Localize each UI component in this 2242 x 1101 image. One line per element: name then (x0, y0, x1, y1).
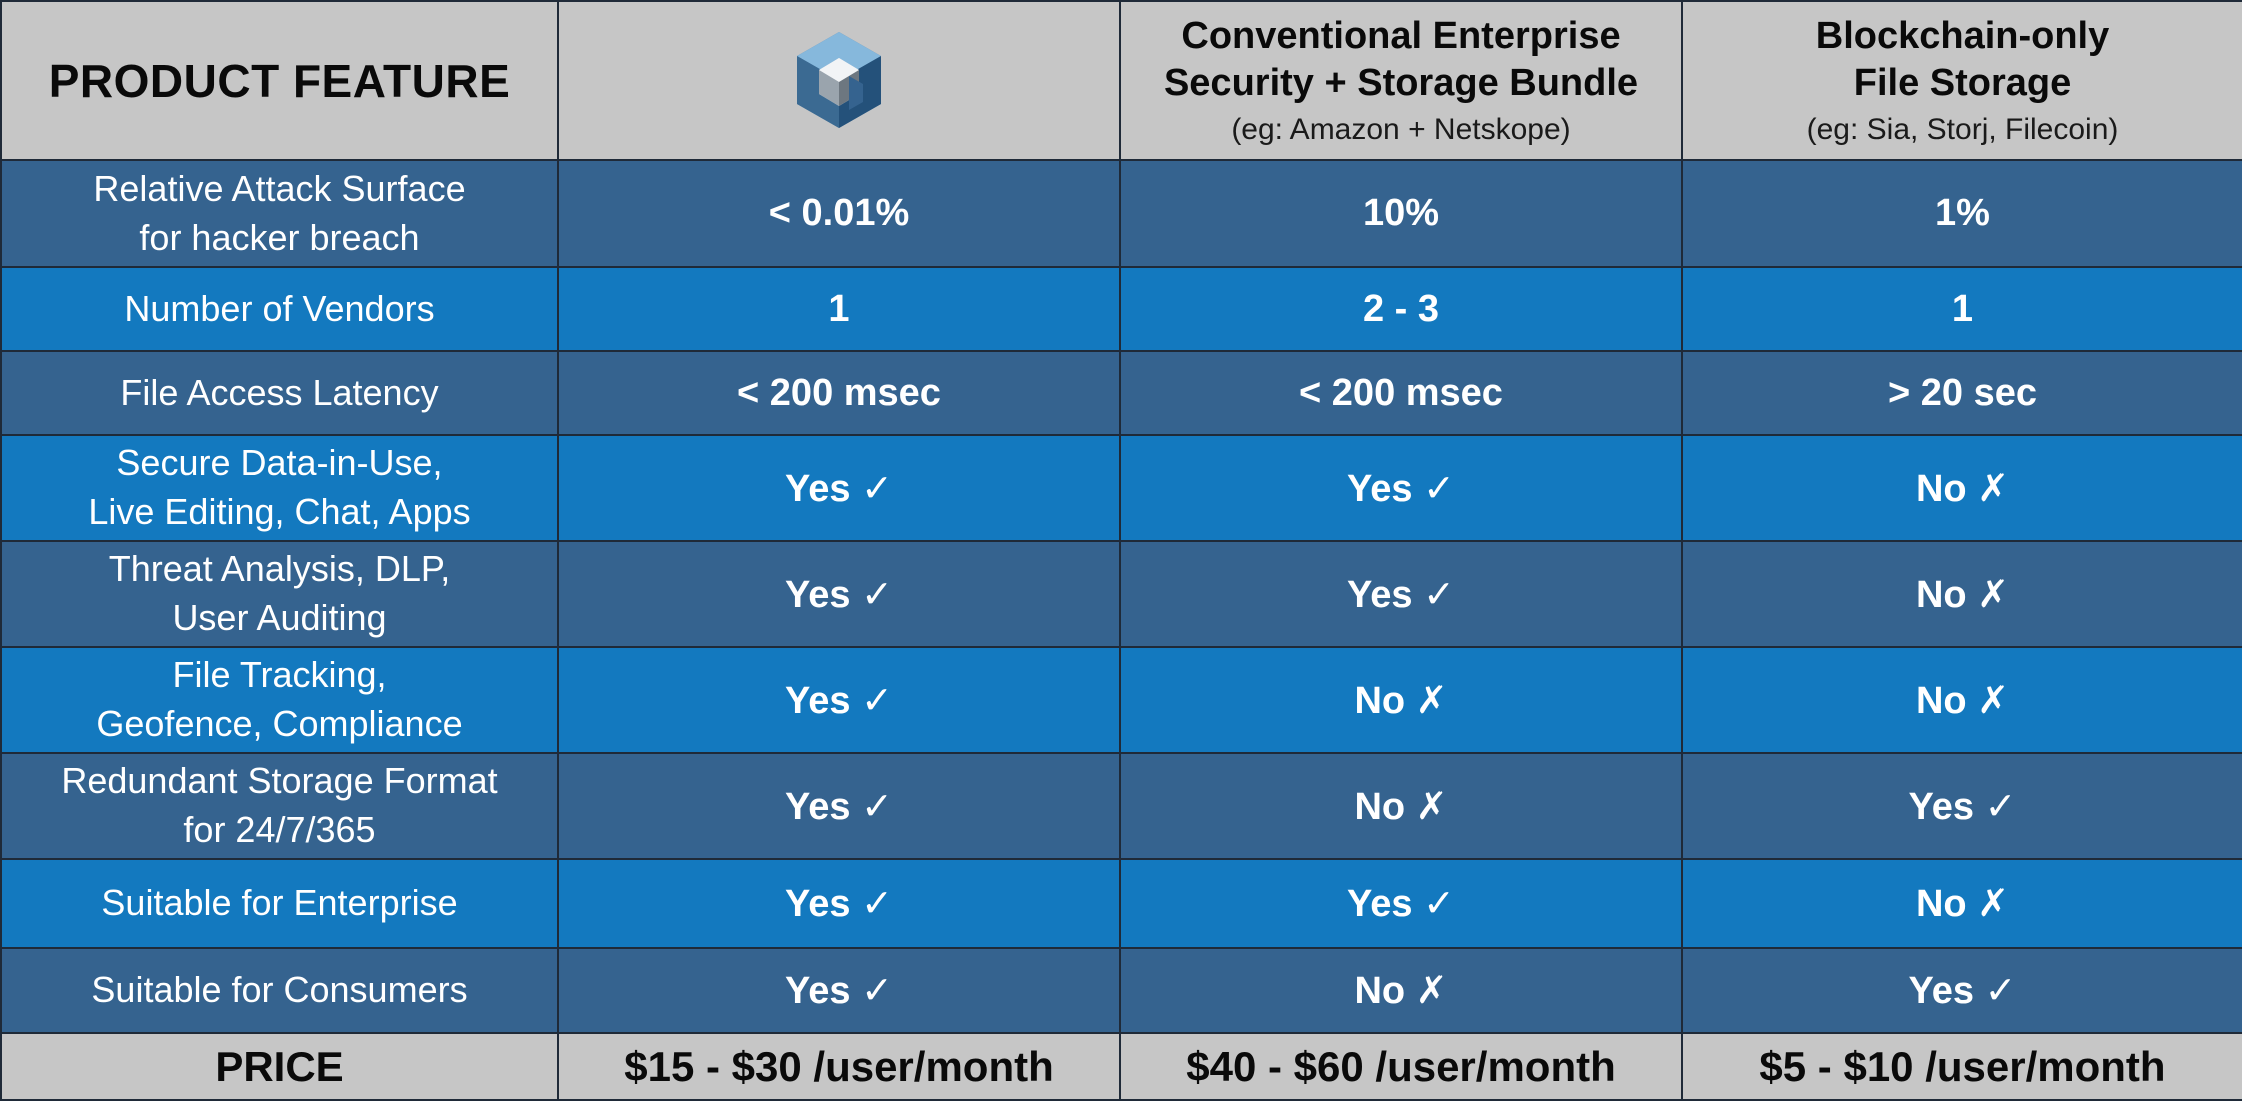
hexagon-cube-logo-icon (789, 28, 889, 128)
value-cell: < 200 msec (1119, 350, 1683, 436)
value-cell: > 20 sec (1681, 350, 2242, 436)
feature-label: Secure Data-in-Use, Live Editing, Chat, … (0, 434, 559, 542)
value-cell: No ✗ (1119, 947, 1683, 1034)
table-row-enterprise: Suitable for Enterprise Yes ✓ Yes ✓ No ✗ (0, 858, 2242, 949)
feature-label: Suitable for Enterprise (0, 858, 559, 949)
price-cell: $15 - $30 /user/month (557, 1032, 1121, 1101)
column-subtitle: (eg: Sia, Storj, Filecoin) (1806, 112, 2119, 146)
value-cell: 1% (1681, 159, 2242, 268)
table-row-redundant-storage: Redundant Storage Format for 24/7/365 Ye… (0, 752, 2242, 860)
table-row-latency: File Access Latency < 200 msec < 200 mse… (0, 350, 2242, 436)
value-cell: Yes ✓ (557, 858, 1121, 949)
feature-label: Suitable for Consumers (0, 947, 559, 1034)
value-cell: Yes ✓ (557, 752, 1121, 860)
value-cell: 2 - 3 (1119, 266, 1683, 352)
corner-header-cell: PRODUCT FEATURE (0, 0, 559, 161)
price-value: $5 - $10 /user/month (1759, 1042, 2166, 1090)
product-feature-heading: PRODUCT FEATURE (48, 54, 511, 107)
value-cell: 1 (1681, 266, 2242, 352)
price-value: $15 - $30 /user/month (624, 1042, 1054, 1090)
column-header-product (557, 0, 1121, 161)
feature-label: File Access Latency (0, 350, 559, 436)
value-cell: Yes ✓ (557, 434, 1121, 542)
column-title: Blockchain-only File Storage (1815, 14, 2110, 105)
table-row-vendors: Number of Vendors 1 2 - 3 1 (0, 266, 2242, 352)
value-cell: Yes ✓ (1119, 434, 1683, 542)
value-cell: No ✗ (1119, 646, 1683, 754)
value-cell: No ✗ (1681, 858, 2242, 949)
column-subtitle: (eg: Amazon + Netskope) (1231, 112, 1571, 146)
table-row-threat-analysis: Threat Analysis, DLP, User Auditing Yes … (0, 540, 2242, 648)
price-label-cell: PRICE (0, 1032, 559, 1101)
value-cell: < 0.01% (557, 159, 1121, 268)
feature-label: Redundant Storage Format for 24/7/365 (0, 752, 559, 860)
header-row: PRODUCT FEATURE (0, 0, 2242, 161)
price-cell: $5 - $10 /user/month (1681, 1032, 2242, 1101)
value-cell: Yes ✓ (1119, 540, 1683, 648)
column-title: Conventional Enterprise Security + Stora… (1163, 14, 1639, 105)
feature-label: File Tracking, Geofence, Compliance (0, 646, 559, 754)
price-cell: $40 - $60 /user/month (1119, 1032, 1683, 1101)
value-cell: No ✗ (1119, 752, 1683, 860)
feature-label: Relative Attack Surface for hacker breac… (0, 159, 559, 268)
value-cell: No ✗ (1681, 434, 2242, 542)
price-value: $40 - $60 /user/month (1186, 1042, 1616, 1090)
table-row-consumers: Suitable for Consumers Yes ✓ No ✗ Yes ✓ (0, 947, 2242, 1034)
price-label: PRICE (215, 1042, 344, 1090)
value-cell: Yes ✓ (557, 540, 1121, 648)
value-cell: Yes ✓ (1681, 752, 2242, 860)
value-cell: Yes ✓ (1681, 947, 2242, 1034)
column-header-conventional: Conventional Enterprise Security + Stora… (1119, 0, 1683, 161)
table-row-file-tracking: File Tracking, Geofence, Compliance Yes … (0, 646, 2242, 754)
value-cell: Yes ✓ (1119, 858, 1683, 949)
value-cell: 1 (557, 266, 1121, 352)
value-cell: < 200 msec (557, 350, 1121, 436)
value-cell: Yes ✓ (557, 646, 1121, 754)
feature-label: Threat Analysis, DLP, User Auditing (0, 540, 559, 648)
feature-label: Number of Vendors (0, 266, 559, 352)
value-cell: 10% (1119, 159, 1683, 268)
table-row-data-in-use: Secure Data-in-Use, Live Editing, Chat, … (0, 434, 2242, 542)
value-cell: No ✗ (1681, 540, 2242, 648)
value-cell: Yes ✓ (557, 947, 1121, 1034)
value-cell: No ✗ (1681, 646, 2242, 754)
table-row-attack-surface: Relative Attack Surface for hacker breac… (0, 159, 2242, 268)
column-header-blockchain: Blockchain-only File Storage (eg: Sia, S… (1681, 0, 2242, 161)
price-row: PRICE $15 - $30 /user/month $40 - $60 /u… (0, 1032, 2242, 1101)
